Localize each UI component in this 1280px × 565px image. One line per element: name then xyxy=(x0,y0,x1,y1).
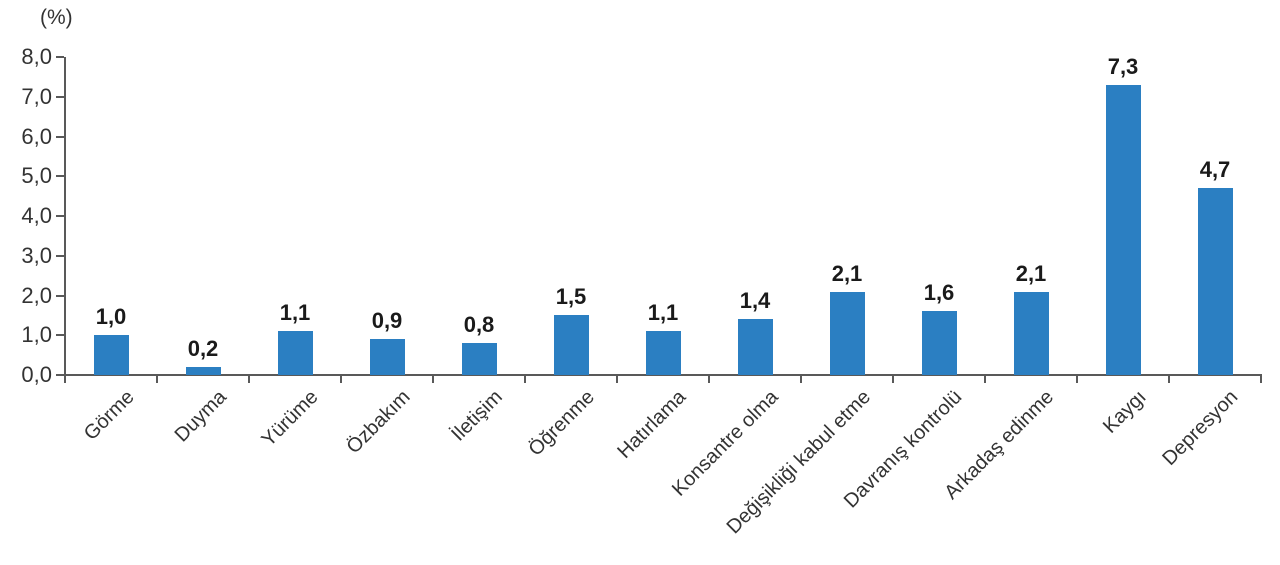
y-axis-tick xyxy=(56,175,64,178)
bar-value-label: 4,7 xyxy=(1199,157,1231,182)
bar xyxy=(645,331,681,375)
bar xyxy=(921,311,957,375)
x-axis-tick xyxy=(340,376,342,383)
y-axis-tick-label: 6,0 xyxy=(21,123,52,149)
bar-value-label: 1,5 xyxy=(555,284,587,309)
y-axis-tick xyxy=(56,95,64,98)
bar xyxy=(369,339,405,375)
bar xyxy=(1105,85,1141,375)
category-label: Kaygı xyxy=(1098,386,1151,438)
x-axis-tick xyxy=(892,376,894,383)
bar xyxy=(737,319,773,375)
y-axis-tick-label: 4,0 xyxy=(21,203,52,228)
category-label: Öğrenme xyxy=(524,386,599,461)
bar-value-label: 7,3 xyxy=(1107,54,1139,79)
x-axis-tick xyxy=(1260,376,1262,383)
bar xyxy=(553,315,589,375)
bar-value-label: 1,1 xyxy=(647,300,679,325)
category-label: Yürüme xyxy=(257,386,323,452)
y-axis-tick-label: 1,0 xyxy=(21,322,52,348)
y-axis-tick-label: 7,0 xyxy=(21,83,52,109)
bar-value-label: 2,1 xyxy=(1015,261,1047,286)
bar-value-label: 1,4 xyxy=(739,288,771,313)
y-axis-tick xyxy=(56,334,64,337)
bar-value-label: 1,1 xyxy=(279,300,311,325)
category-label: Hatırlama xyxy=(613,386,691,463)
bar-value-label: 0,9 xyxy=(371,308,403,333)
x-axis-tick xyxy=(248,376,250,383)
y-axis-tick-label: 8,0 xyxy=(21,44,52,69)
y-axis-tick xyxy=(56,215,64,217)
category-label: Duyma xyxy=(170,386,231,447)
bar-value-label: 0,8 xyxy=(463,312,495,337)
y-axis-tick-label: 0,0 xyxy=(21,362,52,387)
y-axis-tick xyxy=(56,56,64,58)
y-axis-tick-label: 3,0 xyxy=(21,242,52,268)
bar xyxy=(1013,292,1049,375)
x-axis-line xyxy=(64,374,1262,376)
x-axis-tick xyxy=(1076,376,1078,383)
bar xyxy=(461,343,497,375)
bar xyxy=(93,335,129,375)
y-axis-tick xyxy=(56,135,64,138)
y-axis-tick-label: 5,0 xyxy=(21,163,52,189)
y-axis-tick xyxy=(56,294,64,297)
y-axis-tick-label: 2,0 xyxy=(21,282,52,308)
bar-value-label: 1,6 xyxy=(923,280,955,305)
y-axis-line xyxy=(64,57,66,376)
y-axis-tick xyxy=(56,374,64,376)
x-axis-tick xyxy=(616,376,618,383)
y-axis-tick xyxy=(56,254,64,257)
x-axis-tick xyxy=(1168,376,1170,383)
x-axis-tick xyxy=(708,376,710,383)
x-axis-tick xyxy=(984,376,986,383)
bar xyxy=(185,367,221,375)
bar-value-label: 2,1 xyxy=(831,261,863,286)
bar xyxy=(277,331,313,375)
x-axis-tick xyxy=(64,376,66,383)
category-label: Görme xyxy=(79,386,139,445)
category-label: Özbakım xyxy=(342,386,415,459)
category-label: Depresyon xyxy=(1158,386,1243,470)
category-label: İletişim xyxy=(446,386,507,446)
x-axis-tick xyxy=(524,376,526,383)
bar-value-label: 1,0 xyxy=(95,304,127,329)
bar-value-label: 0,2 xyxy=(187,336,219,361)
bar xyxy=(829,292,865,375)
bar xyxy=(1197,188,1233,375)
y-axis-unit-label: (%) xyxy=(40,6,73,29)
x-axis-tick xyxy=(156,376,158,383)
x-axis-tick xyxy=(800,376,802,383)
x-axis-tick xyxy=(432,376,434,383)
